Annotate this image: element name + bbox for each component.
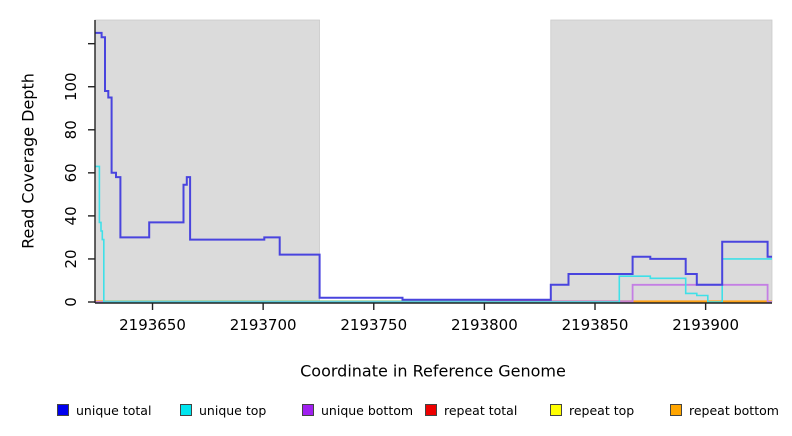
y-tick-label: 20 bbox=[62, 249, 80, 268]
legend-item-repeat-bottom: repeat bottom bbox=[670, 399, 779, 421]
legend-item-repeat-total: repeat total bbox=[425, 399, 517, 421]
x-axis-label: Coordinate in Reference Genome bbox=[300, 361, 566, 381]
series-unique-total bbox=[95, 31, 772, 301]
y-tick-label: 0 bbox=[62, 297, 80, 307]
legend-swatch-unique-bottom bbox=[302, 404, 314, 416]
legend-label-repeat-bottom: repeat bottom bbox=[689, 402, 779, 418]
y-axis-label: Read Coverage Depth bbox=[18, 73, 38, 249]
y-tick-label: 80 bbox=[62, 120, 80, 139]
x-tick-label: 2193750 bbox=[340, 316, 407, 334]
legend-swatch-repeat-top bbox=[550, 404, 562, 416]
legend-label-unique-bottom: unique bottom bbox=[321, 402, 414, 418]
legend-label-unique-total: unique total bbox=[76, 402, 152, 418]
legend: unique total unique top unique bottom repea… bbox=[0, 399, 792, 423]
legend-label-repeat-total: repeat total bbox=[444, 402, 518, 418]
y-tick-label: 40 bbox=[62, 206, 80, 225]
series-unique-top bbox=[95, 165, 772, 303]
legend-item-unique-bottom: unique bottom bbox=[302, 399, 413, 421]
legend-item-repeat-top: repeat top bbox=[550, 399, 634, 421]
shaded-region bbox=[550, 19, 773, 303]
legend-swatch-repeat-bottom bbox=[670, 404, 682, 416]
x-tick-label: 2193700 bbox=[230, 316, 297, 334]
legend-swatch-unique-top bbox=[180, 404, 192, 416]
x-tick-label: 2193900 bbox=[672, 316, 739, 334]
x-tick-label: 2193850 bbox=[562, 316, 629, 334]
legend-item-unique-top: unique top bbox=[180, 399, 266, 421]
legend-swatch-repeat-total bbox=[425, 404, 437, 416]
shaded-region bbox=[94, 19, 320, 303]
legend-swatch-unique-total bbox=[57, 404, 69, 416]
y-tick-label: 100 bbox=[62, 72, 80, 101]
y-tick-label: 60 bbox=[62, 163, 80, 182]
x-tick-label: 2193800 bbox=[451, 316, 518, 334]
legend-label-unique-top: unique top bbox=[199, 402, 267, 418]
legend-item-unique-total: unique total bbox=[57, 399, 151, 421]
legend-label-repeat-top: repeat top bbox=[569, 402, 635, 418]
x-tick-label: 2193650 bbox=[119, 316, 186, 334]
